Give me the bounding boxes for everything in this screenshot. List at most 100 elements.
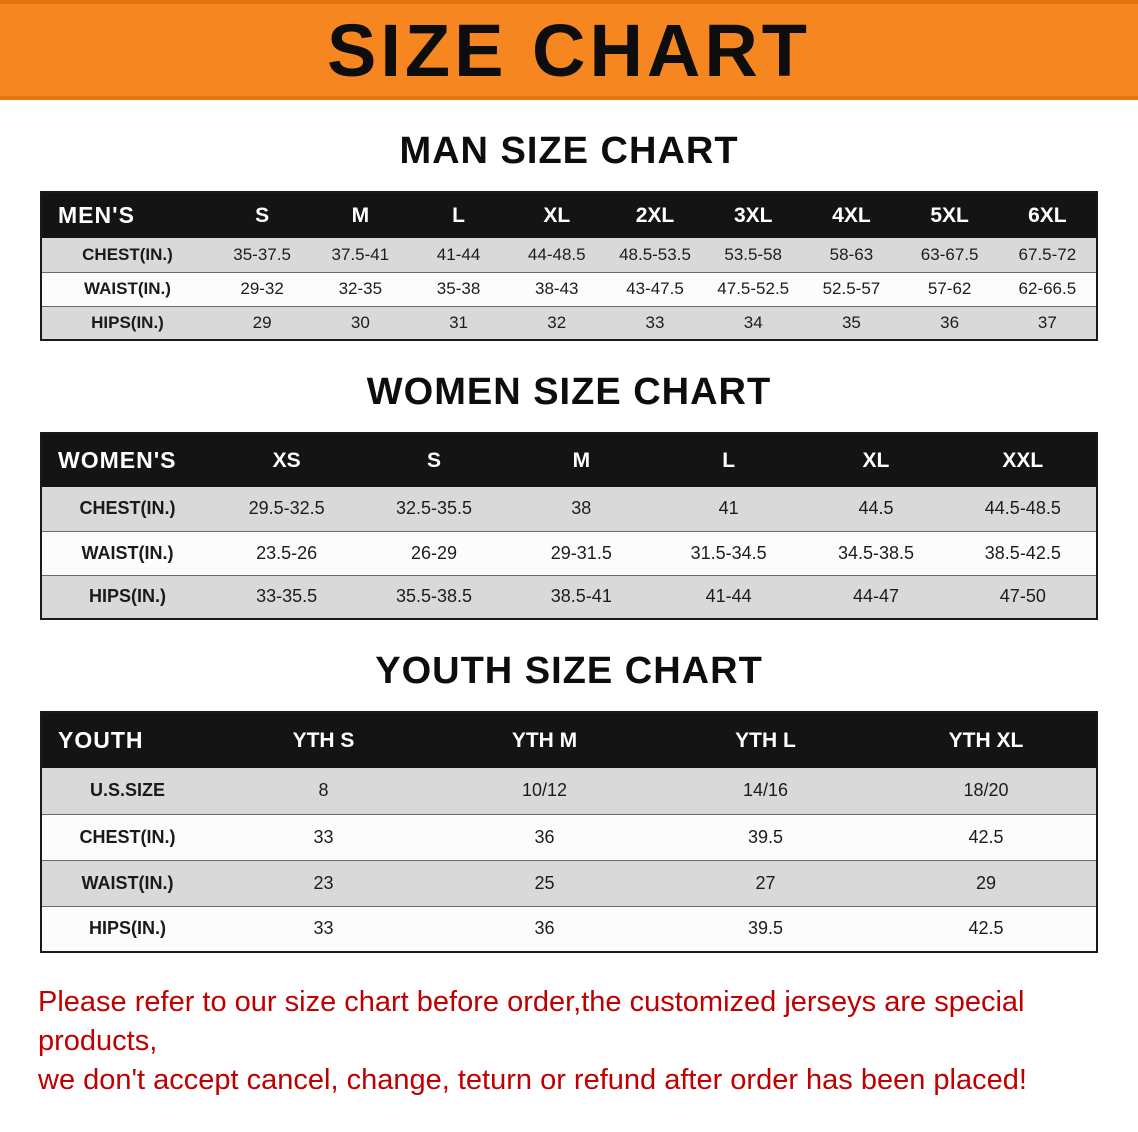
table-cell: 41-44 bbox=[705, 586, 752, 607]
table-cell: 33 bbox=[313, 826, 334, 847]
table-cell: 23 bbox=[313, 872, 334, 893]
table-cell: 31 bbox=[449, 312, 468, 332]
table-cell: 36 bbox=[534, 918, 555, 939]
table-cell: 47-50 bbox=[999, 586, 1046, 607]
table-row: U.S.SIZE 8 10/12 14/16 18/20 bbox=[41, 768, 1097, 814]
table-header-row: YOUTH YTH S YTH M YTH L YTH XL bbox=[41, 712, 1097, 768]
row-label: WAIST(IN.) bbox=[81, 542, 174, 563]
column-header: L bbox=[722, 448, 736, 472]
table-cell: 36 bbox=[534, 826, 555, 847]
table-cell: 27 bbox=[755, 872, 776, 893]
table-cell: 34 bbox=[743, 312, 763, 332]
row-label: CHEST(IN.) bbox=[79, 826, 176, 847]
table-cell: 37 bbox=[1037, 312, 1057, 332]
table-cell: 38.5-42.5 bbox=[984, 542, 1061, 563]
banner: SIZE CHART bbox=[0, 0, 1138, 100]
table-cell: 58-63 bbox=[829, 244, 874, 264]
column-header: XL bbox=[543, 203, 571, 227]
row-label: CHEST(IN.) bbox=[79, 498, 176, 519]
column-header: S bbox=[426, 448, 441, 472]
youth-size-table: YOUTH YTH S YTH M YTH L YTH XL U.S.SIZE 8 10/12… bbox=[40, 711, 1098, 953]
row-label: HIPS(IN.) bbox=[91, 312, 164, 332]
row-label: WAIST(IN.) bbox=[84, 279, 171, 298]
table-header-row: MEN'S S M L XL 2XL 3XL 4XL 5XL 6XL bbox=[41, 192, 1097, 238]
table-cell: 25 bbox=[534, 872, 555, 893]
column-header: M bbox=[572, 448, 591, 472]
column-header: YTH S bbox=[292, 728, 355, 752]
table-cell: 23.5-26 bbox=[256, 542, 318, 563]
table-cell: 32-35 bbox=[338, 279, 383, 298]
table-cell: 35-38 bbox=[436, 279, 481, 298]
table-cell: 33-35.5 bbox=[256, 586, 318, 607]
table-cell: 44.5-48.5 bbox=[984, 498, 1061, 519]
table-cell: 44-47 bbox=[852, 586, 899, 607]
column-header: YTH XL bbox=[948, 728, 1024, 752]
column-header: XS bbox=[272, 448, 301, 472]
table-cell: 35.5-38.5 bbox=[395, 586, 473, 607]
table-row: WAIST(IN.) 29-32 32-35 35-38 38-43 43-47.5 47.… bbox=[41, 272, 1097, 306]
table-cell: 52.5-57 bbox=[822, 279, 881, 298]
row-label: U.S.SIZE bbox=[89, 780, 165, 801]
column-header: 5XL bbox=[930, 203, 969, 227]
table-cell: 35-37.5 bbox=[233, 244, 291, 264]
footer-note-line2: we don't accept cancel, change, teturn o… bbox=[38, 1064, 1027, 1097]
table-cell: 38-43 bbox=[535, 279, 579, 298]
table-cell: 29.5-32.5 bbox=[248, 498, 325, 519]
table-cell: 63-67.5 bbox=[920, 244, 979, 264]
table-cell: 39.5 bbox=[747, 826, 784, 847]
column-header: 2XL bbox=[635, 203, 675, 227]
row-label: HIPS(IN.) bbox=[88, 586, 166, 607]
table-cell: 43-47.5 bbox=[626, 279, 684, 298]
column-header: XXL bbox=[1002, 448, 1044, 472]
table-cell: 41-44 bbox=[436, 244, 481, 264]
table-cell: 41 bbox=[718, 498, 739, 519]
footer-note-line1: Please refer to our size chart before or… bbox=[38, 986, 1025, 1058]
table-header-row: WOMEN'S XS S M L XL XXL bbox=[41, 433, 1097, 487]
table-row: HIPS(IN.) 33-35.5 35.5-38.5 38.5-41 41-44 44-… bbox=[41, 575, 1097, 619]
table-cell: 10/12 bbox=[521, 780, 568, 801]
row-label: CHEST(IN.) bbox=[82, 244, 173, 264]
table-cell: 44-48.5 bbox=[527, 244, 586, 264]
table-row: CHEST(IN.) 33 36 39.5 42.5 bbox=[41, 814, 1097, 860]
table-cell: 8 bbox=[318, 780, 329, 801]
table-cell: 62-66.5 bbox=[1018, 279, 1077, 298]
table-cell: 38.5-41 bbox=[550, 586, 612, 607]
section-youth: YOUTH SIZE CHART YOUTH YTH S YTH M YTH L YTH… bbox=[0, 650, 1138, 953]
men-section-heading: MAN SIZE CHART bbox=[399, 130, 739, 172]
table-title-cell: WOMEN'S bbox=[58, 447, 177, 473]
table-cell: 18/20 bbox=[963, 780, 1009, 801]
table-row: CHEST(IN.) 29.5-32.5 32.5-35.5 38 41 44.5 44.5… bbox=[41, 487, 1097, 531]
table-cell: 34.5-38.5 bbox=[837, 542, 914, 563]
table-cell: 37.5-41 bbox=[331, 244, 390, 264]
table-cell: 42.5 bbox=[968, 826, 1004, 847]
table-cell: 38 bbox=[571, 498, 592, 519]
table-cell: 30 bbox=[350, 312, 370, 332]
column-header: 4XL bbox=[832, 203, 871, 227]
column-header: XL bbox=[862, 448, 890, 472]
table-cell: 29-32 bbox=[240, 279, 284, 298]
table-cell: 32.5-35.5 bbox=[395, 498, 473, 519]
table-cell: 31.5-34.5 bbox=[690, 542, 767, 563]
section-men: MAN SIZE CHART MEN'S S M L XL 2XL 3XL 4XL 5XL 6XL… bbox=[0, 130, 1138, 341]
table-cell: 44.5 bbox=[858, 498, 894, 519]
table-row: WAIST(IN.) 23 25 27 29 bbox=[41, 860, 1097, 906]
table-title-cell: MEN'S bbox=[58, 202, 135, 228]
table-cell: 53.5-58 bbox=[724, 244, 783, 264]
women-size-table: WOMEN'S XS S M L XL XXL CHEST(IN.) 29.5-32.5 32.5… bbox=[40, 432, 1098, 620]
table-title-cell: YOUTH bbox=[58, 727, 144, 753]
table-cell: 36 bbox=[940, 312, 960, 332]
table-cell: 42.5 bbox=[968, 918, 1004, 939]
table-cell: 39.5 bbox=[747, 918, 784, 939]
table-cell: 35 bbox=[841, 312, 861, 332]
row-label: HIPS(IN.) bbox=[88, 918, 166, 939]
table-cell: 33 bbox=[313, 918, 334, 939]
men-size-table: MEN'S S M L XL 2XL 3XL 4XL 5XL 6XL CHEST(IN.) 35-37… bbox=[40, 191, 1098, 341]
section-women: WOMEN SIZE CHART WOMEN'S XS S M L XL XXL CHEST(… bbox=[0, 371, 1138, 620]
table-row: CHEST(IN.) 35-37.5 37.5-41 41-44 44-48.5 48.5… bbox=[41, 238, 1097, 272]
column-header: YTH L bbox=[735, 728, 796, 752]
column-header: YTH M bbox=[511, 728, 578, 752]
row-label: WAIST(IN.) bbox=[81, 872, 174, 893]
table-cell: 57-62 bbox=[927, 279, 972, 298]
women-section-heading: WOMEN SIZE CHART bbox=[366, 371, 772, 413]
